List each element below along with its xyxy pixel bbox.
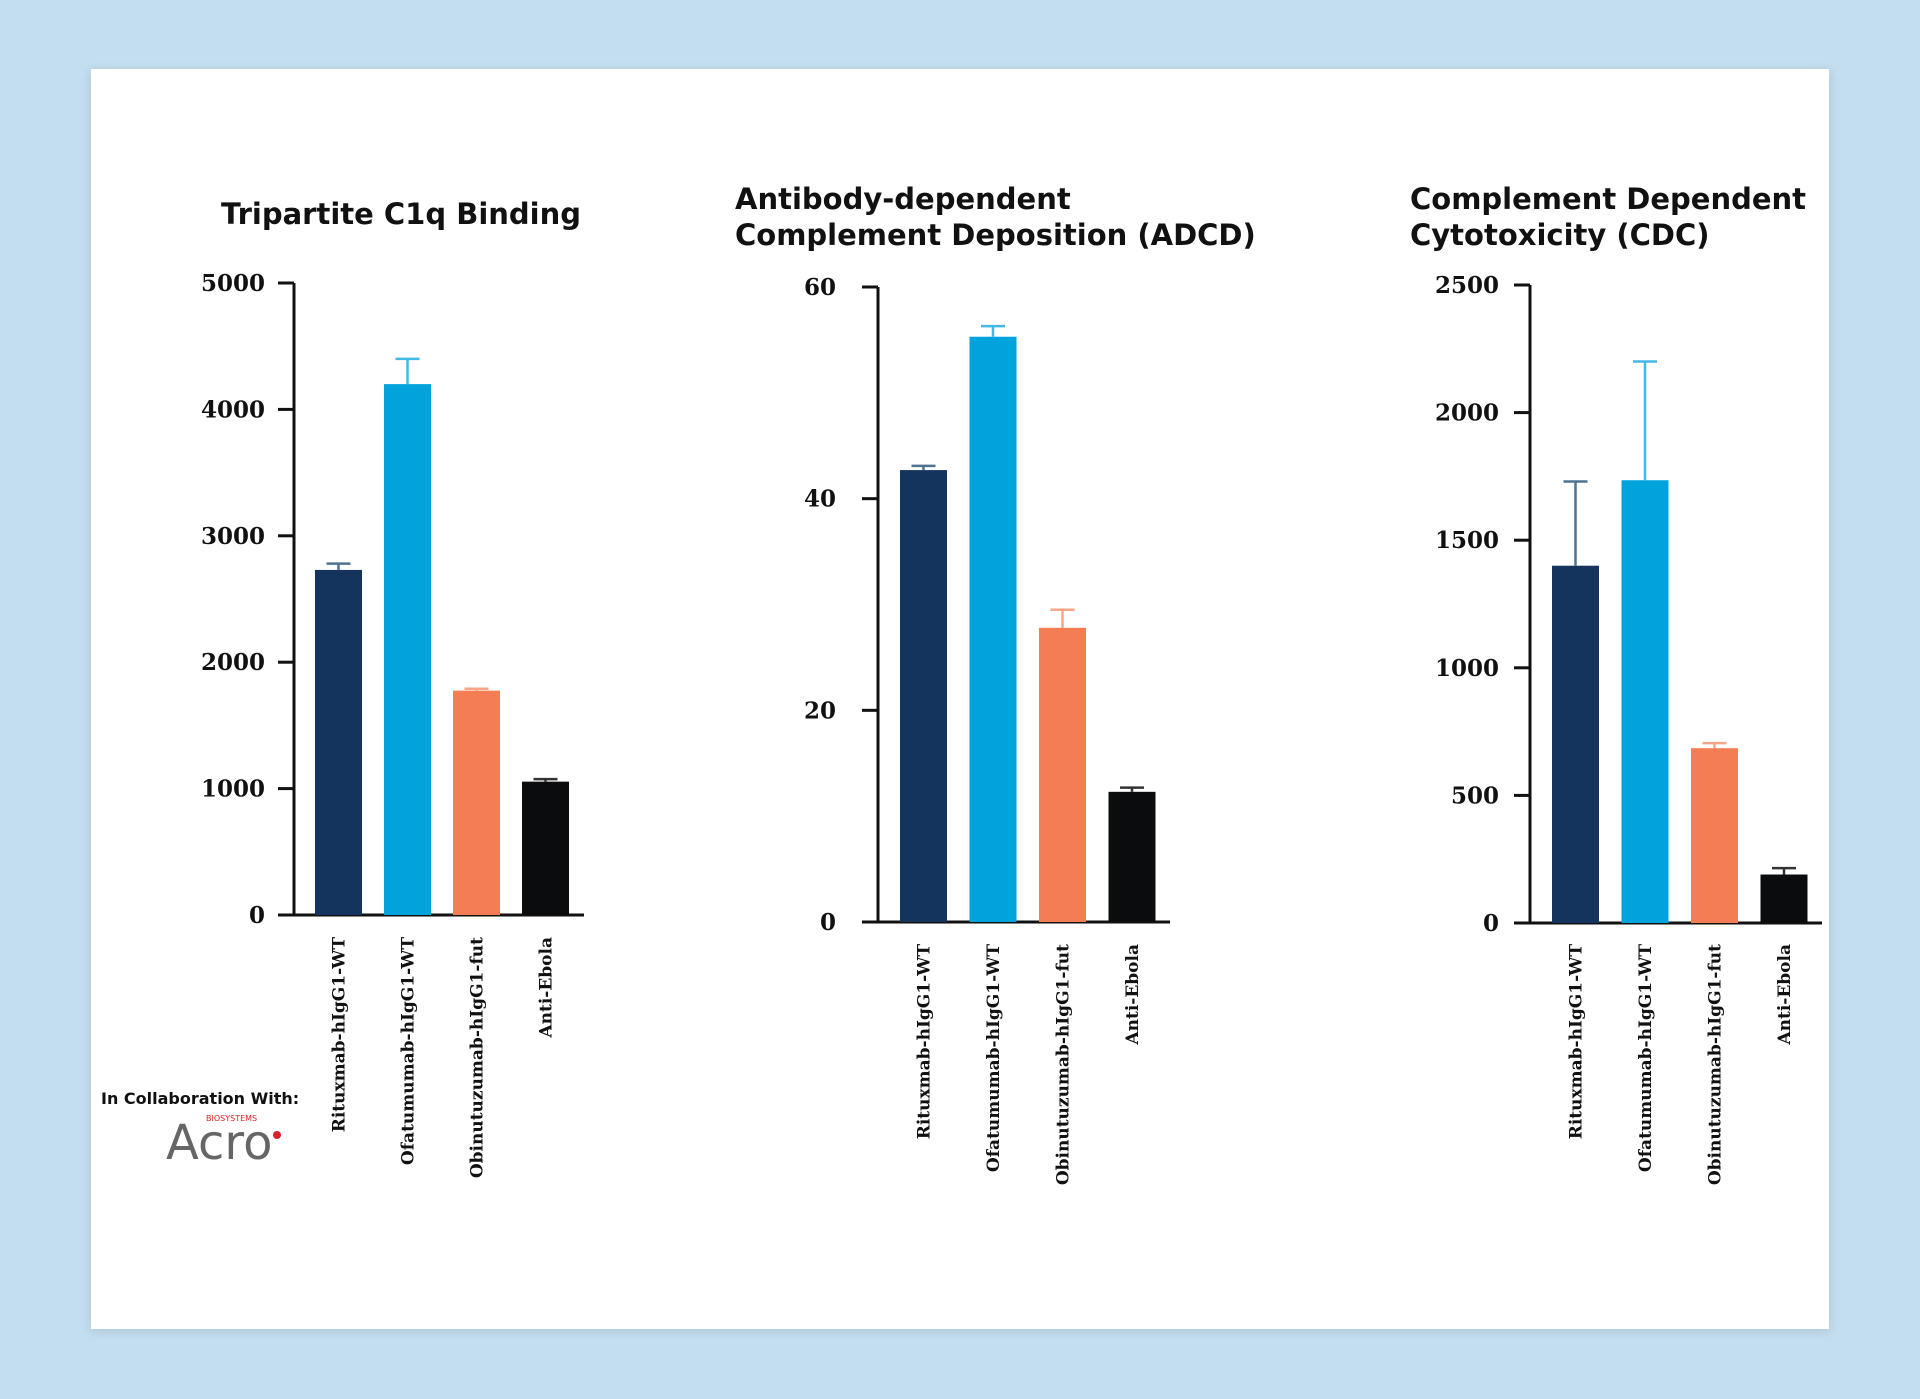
x-category-label: Rituxmab-hIgG1-WT — [330, 937, 350, 1133]
y-tick-label: 0 — [249, 902, 265, 929]
y-tick-label: 2500 — [1435, 272, 1499, 299]
y-tick-label: 1000 — [1435, 655, 1499, 682]
x-category-label: Ofatumumab-hIgG1-WT — [1636, 944, 1656, 1172]
y-tick-label: 5000 — [201, 270, 265, 297]
collaboration-footer: In Collaboration With: Acro BIOSYSTEMS — [101, 1089, 299, 1171]
y-tick-label: 60 — [804, 274, 836, 301]
bar — [1108, 791, 1156, 922]
chart-title: Cytotoxicity (CDC) — [1410, 218, 1710, 252]
y-tick-label: 40 — [804, 486, 836, 513]
x-category-label: Anti-Ebola — [1775, 944, 1795, 1046]
acro-logo: Acro BIOSYSTEMS — [166, 1114, 281, 1171]
chart-c1q-binding: Tripartite C1q Binding 0 1000 2000 3000 4000 5… — [201, 197, 584, 1178]
x-category-label: Anti-Ebola — [1123, 944, 1143, 1046]
chart-title: Tripartite C1q Binding — [221, 197, 581, 231]
bar — [1760, 874, 1808, 923]
y-tick-label: 2000 — [1435, 400, 1499, 427]
x-category-label: Obinutuzumab-hIgG1-fut — [1054, 944, 1074, 1185]
y-tick-label: 1500 — [1435, 527, 1499, 554]
x-category-label: Obinutuzumab-hIgG1-fut — [1706, 944, 1726, 1185]
y-tick-label: 4000 — [201, 396, 265, 423]
y-tick-label: 3000 — [201, 523, 265, 550]
bar — [1691, 748, 1738, 923]
bar — [384, 384, 431, 915]
x-category-label: Rituxmab-hIgG1-WT — [1567, 944, 1587, 1140]
figure-card: Tripartite C1q Binding 0 1000 2000 3000 4000 5… — [91, 69, 1829, 1329]
y-tick-label: 0 — [1483, 910, 1499, 937]
logo-wordmark: Acro — [166, 1115, 272, 1171]
bar — [900, 470, 947, 922]
chart-title: Antibody-dependent — [735, 182, 1071, 216]
logo-subtext: BIOSYSTEMS — [206, 1114, 257, 1123]
bar — [1621, 480, 1669, 923]
bar — [1039, 627, 1086, 922]
bar — [453, 690, 500, 915]
y-tick-label: 20 — [804, 697, 836, 724]
x-category-label: Ofatumumab-hIgG1-WT — [399, 937, 419, 1165]
x-category-label: Anti-Ebola — [537, 937, 557, 1039]
chart-title: Complement Deposition (ADCD) — [735, 218, 1256, 252]
y-tick-label: 2000 — [201, 649, 265, 676]
y-tick-label: 0 — [820, 909, 836, 936]
y-tick-label: 500 — [1451, 782, 1499, 809]
chart-title: Complement Dependent — [1410, 182, 1806, 216]
collaboration-label: In Collaboration With: — [101, 1089, 299, 1108]
x-category-label: Ofatumumab-hIgG1-WT — [984, 944, 1004, 1172]
x-category-label: Rituxmab-hIgG1-WT — [915, 944, 935, 1140]
y-tick-label: 1000 — [201, 776, 265, 803]
charts-canvas: Tripartite C1q Binding010002000300040005… — [101, 182, 1822, 1185]
bar — [315, 569, 362, 915]
bar — [1552, 565, 1599, 923]
x-category-label: Obinutuzumab-hIgG1-fut — [468, 937, 488, 1178]
bar — [522, 781, 569, 915]
bar — [969, 336, 1017, 922]
logo-dot-icon — [273, 1131, 281, 1139]
